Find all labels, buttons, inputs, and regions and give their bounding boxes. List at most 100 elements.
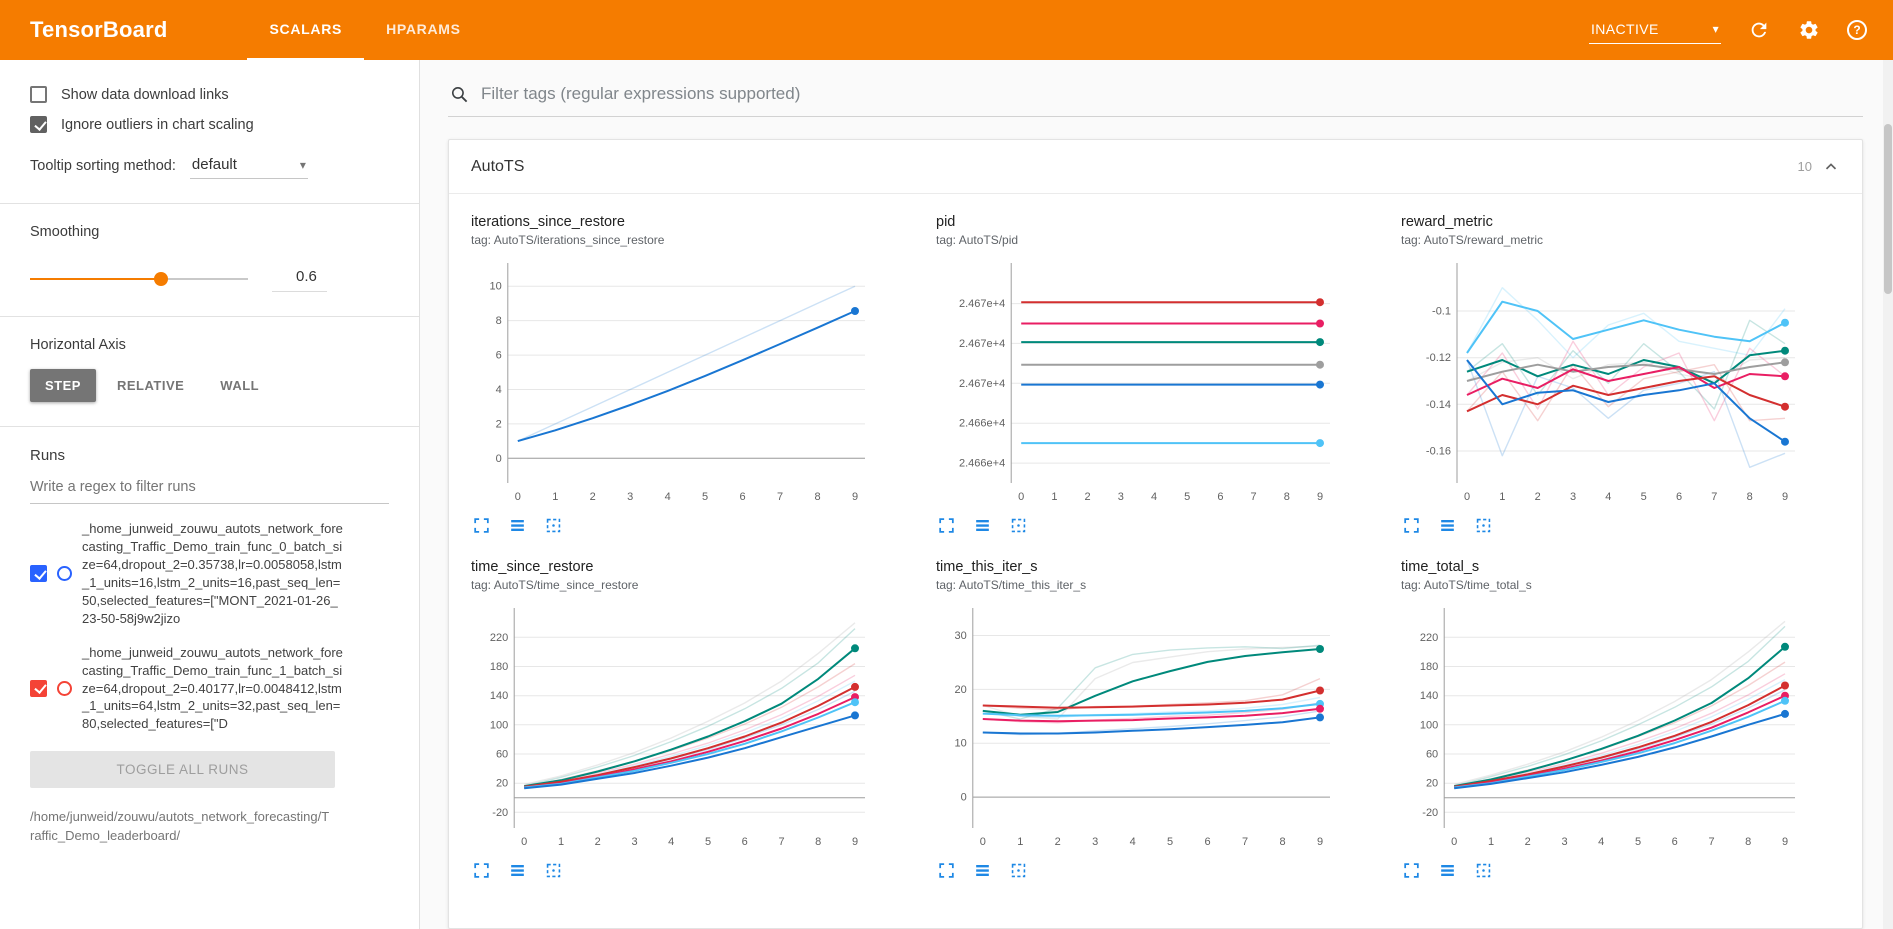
svg-text:7: 7	[1242, 836, 1248, 848]
svg-text:2.467e+4: 2.467e+4	[959, 338, 1005, 350]
refresh-icon[interactable]	[1747, 18, 1771, 42]
chart-toolbar	[936, 515, 1375, 535]
svg-text:2.467e+4: 2.467e+4	[959, 378, 1005, 390]
svg-text:60: 60	[1426, 749, 1438, 761]
settings-sidebar: Show data download links Ignore outliers…	[0, 60, 420, 929]
help-icon[interactable]: ?	[1847, 20, 1867, 40]
svg-text:8: 8	[1747, 491, 1753, 503]
axis-option-relative[interactable]: RELATIVE	[116, 378, 185, 393]
tag-filter-row	[448, 76, 1863, 117]
svg-text:3: 3	[627, 491, 633, 503]
run-radio[interactable]	[57, 566, 72, 582]
fit-domain-icon[interactable]	[543, 515, 563, 535]
svg-text:10: 10	[955, 738, 967, 750]
svg-text:9: 9	[1782, 491, 1788, 503]
expand-chart-icon[interactable]	[936, 515, 956, 535]
svg-text:1: 1	[1488, 836, 1494, 848]
run-radio[interactable]	[57, 680, 72, 696]
reload-status-value: INACTIVE	[1591, 20, 1659, 37]
tag-group-header[interactable]: AutoTS 10	[449, 140, 1862, 194]
reload-status-select[interactable]: INACTIVE ▾	[1589, 17, 1721, 44]
run-checkbox[interactable]	[30, 679, 47, 697]
svg-text:3: 3	[1092, 836, 1098, 848]
svg-text:4: 4	[496, 384, 502, 396]
expand-chart-icon[interactable]	[936, 860, 956, 880]
chart-card: time_since_restore tag: AutoTS/time_sinc…	[471, 559, 910, 880]
svg-text:140: 140	[490, 690, 508, 702]
run-name: _home_junweid_zouwu_autots_network_forec…	[82, 521, 343, 626]
chart-plot[interactable]: 0 10 20 30 0 1 2 3 4 5 6 7 8 9	[936, 602, 1340, 854]
expand-chart-icon[interactable]	[1401, 515, 1421, 535]
svg-text:9: 9	[1317, 491, 1323, 503]
smoothing-slider[interactable]	[30, 272, 248, 286]
expand-chart-icon[interactable]	[471, 515, 491, 535]
fit-domain-icon[interactable]	[1008, 515, 1028, 535]
svg-text:4: 4	[1130, 836, 1136, 848]
chart-toolbar	[1401, 860, 1840, 880]
fit-domain-icon[interactable]	[1473, 515, 1493, 535]
svg-text:0: 0	[515, 491, 521, 503]
svg-text:2: 2	[1085, 491, 1091, 503]
run-checkbox[interactable]	[30, 565, 47, 583]
svg-text:100: 100	[1420, 719, 1438, 731]
run-item[interactable]: _home_junweid_zouwu_autots_network_forec…	[30, 644, 389, 734]
runs-filter-input[interactable]	[30, 474, 389, 504]
data-table-toggle-icon[interactable]	[1437, 515, 1457, 535]
tab-hparams[interactable]: HPARAMS	[386, 21, 461, 37]
tag-filter-input[interactable]	[481, 84, 1861, 104]
chevron-up-icon[interactable]	[1822, 158, 1840, 176]
svg-text:-20: -20	[1422, 807, 1438, 819]
show-download-links-row[interactable]: Show data download links	[30, 86, 389, 103]
chart-plot[interactable]: -20 20 60 100 140 180 220 0 1 2 3 4 5 6 7 8 9	[471, 602, 875, 854]
data-table-toggle-icon[interactable]	[1437, 860, 1457, 880]
ignore-outliers-row[interactable]: Ignore outliers in chart scaling	[30, 116, 389, 133]
fit-domain-icon[interactable]	[543, 860, 563, 880]
fit-domain-icon[interactable]	[1473, 860, 1493, 880]
horizontal-axis-label: Horizontal Axis	[30, 337, 126, 353]
smoothing-label: Smoothing	[30, 224, 100, 240]
toggle-all-runs-button[interactable]: TOGGLE ALL RUNS	[30, 751, 335, 789]
data-table-toggle-icon[interactable]	[972, 515, 992, 535]
search-icon	[450, 85, 469, 104]
smoothing-value[interactable]: 0.6	[272, 266, 327, 292]
chart-tag: tag: AutoTS/iterations_since_restore	[471, 233, 665, 247]
chart-plot[interactable]: 2.466e+4 2.466e+4 2.467e+4 2.467e+4 2.467e+4…	[936, 257, 1340, 509]
svg-text:5: 5	[1184, 491, 1190, 503]
smoothing-slider-thumb[interactable]	[153, 272, 168, 286]
tooltip-sort-select[interactable]: default ▾	[189, 153, 308, 179]
axis-option-step[interactable]: STEP	[30, 369, 96, 402]
svg-text:60: 60	[496, 749, 508, 761]
run-item[interactable]: _home_junweid_zouwu_autots_network_forec…	[30, 520, 389, 628]
data-table-toggle-icon[interactable]	[972, 860, 992, 880]
svg-text:0: 0	[1464, 491, 1470, 503]
settings-gear-icon[interactable]	[1797, 18, 1821, 42]
tab-scalars[interactable]: SCALARS	[247, 0, 365, 60]
chart-card: iterations_since_restore tag: AutoTS/ite…	[471, 214, 910, 535]
run-list: _home_junweid_zouwu_autots_network_forec…	[30, 520, 389, 733]
expand-chart-icon[interactable]	[1401, 860, 1421, 880]
chart-toolbar	[471, 860, 910, 880]
chart-plot[interactable]: -0.16 -0.14 -0.12 -0.1 0 1 2 3 4 5 6 7 8 9	[1401, 257, 1805, 509]
svg-text:-20: -20	[492, 807, 508, 819]
ignore-outliers-checkbox[interactable]	[30, 116, 47, 133]
data-table-toggle-icon[interactable]	[507, 860, 527, 880]
scrollbar-thumb[interactable]	[1884, 124, 1892, 294]
svg-text:7: 7	[778, 836, 784, 848]
svg-text:8: 8	[815, 836, 821, 848]
svg-text:6: 6	[742, 836, 748, 848]
chart-plot[interactable]: -20 20 60 100 140 180 220 0 1 2 3 4 5 6 7 8 9	[1401, 602, 1805, 854]
scrollbar[interactable]	[1883, 60, 1893, 929]
svg-text:3: 3	[1561, 836, 1567, 848]
axis-option-wall[interactable]: WALL	[220, 378, 260, 393]
expand-chart-icon[interactable]	[471, 860, 491, 880]
main-tabs: SCALARS HPARAMS	[247, 0, 482, 60]
chevron-down-icon: ▾	[299, 157, 306, 172]
chart-plot[interactable]: 0 2 4 6 8 10 0 1 2 3 4 5 6 7 8 9	[471, 257, 875, 509]
svg-text:5: 5	[702, 491, 708, 503]
data-table-toggle-icon[interactable]	[507, 515, 527, 535]
autots-tag-group-card: AutoTS 10 iterations_since_restore tag: …	[448, 139, 1863, 929]
show-download-links-checkbox[interactable]	[30, 86, 47, 103]
fit-domain-icon[interactable]	[1008, 860, 1028, 880]
svg-text:6: 6	[740, 491, 746, 503]
svg-text:-0.12: -0.12	[1426, 352, 1451, 364]
